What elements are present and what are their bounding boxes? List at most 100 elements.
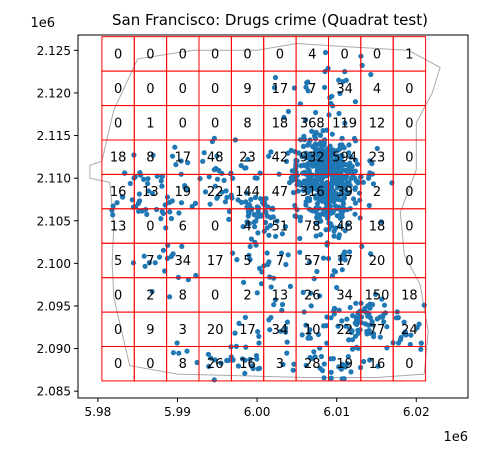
crime-point [313,109,319,116]
quadrat-count: 16 [239,357,256,372]
crime-point [158,178,164,184]
crime-point [318,232,324,238]
crime-point [336,110,342,117]
crime-point [254,290,260,296]
crime-point [159,183,165,189]
quadrat-count: 3 [179,323,187,338]
crime-point [315,162,321,168]
crime-point [252,175,258,181]
quadrat-count: 8 [146,151,154,166]
quadrat-count: 316 [300,185,325,200]
crime-point [230,175,236,181]
quadrat-count: 42 [272,151,289,166]
quadrat-count: 2 [373,185,381,200]
crime-point [342,228,348,234]
crime-point [154,206,160,213]
quadrat-count: 0 [114,323,122,338]
crime-point [345,181,351,187]
crime-point [378,219,384,225]
quadrat-count: 0 [211,47,219,62]
quadrat-count: 3 [276,357,284,372]
crime-point [342,120,348,126]
crime-point [248,236,254,242]
crime-point [314,142,321,148]
crime-point [289,168,295,174]
crime-point [239,356,246,362]
crime-point [357,327,363,333]
quadrat-count: 4 [243,220,251,235]
crime-point [335,153,341,159]
crime-point [352,157,358,163]
crime-point [254,356,260,362]
quadrat-count: 16 [369,357,386,372]
crime-point [214,176,221,182]
crime-point [389,180,395,186]
crime-point [110,212,116,218]
quadrat-count: 17 [239,323,256,338]
crime-point [322,49,329,56]
crime-point [300,143,307,149]
crime-point [294,182,300,188]
y-axis: 2.085 2.090 2.095 2.100 2.105 2.110 2.115 2.120… [37,44,78,399]
crime-point [266,259,272,265]
crime-point [224,194,230,200]
quadrat-count: 119 [332,116,357,131]
crime-point [213,165,219,172]
quadrat-count: 0 [114,82,122,97]
crime-point [377,334,383,340]
quadrat-count: 20 [207,323,224,338]
crime-point [345,354,351,360]
quadrat-count: 22 [336,323,353,338]
crime-point [268,284,274,290]
crime-point [313,193,319,199]
crime-point [329,273,336,279]
x-tick-label: 6.01 [323,405,350,419]
crime-point [339,376,345,382]
crime-point [316,148,322,154]
quadrat-count: 19 [175,185,192,200]
crime-point [223,188,229,194]
crime-point [267,274,273,280]
quadrat-count: 24 [401,323,418,338]
crime-point [408,332,414,338]
crime-point [329,93,335,99]
crime-point [253,242,259,248]
y-tick-label: 2.110 [37,172,71,186]
crime-point [314,176,320,183]
crime-point [321,361,327,367]
crime-point [360,179,366,185]
crime-point [197,176,203,182]
quadrat-count: 28 [304,357,321,372]
crime-point [263,209,269,215]
crime-point [234,257,240,263]
crime-point [357,197,363,203]
crime-point [279,231,285,237]
crime-point [337,142,343,148]
x-axis-offset-label: 1e6 [443,430,468,445]
crime-point [303,362,309,368]
crime-point [298,163,304,169]
crime-point [323,200,329,206]
crime-point [354,161,361,167]
quadrat-count: 0 [405,185,413,200]
quadrat-count: 4 [373,82,381,97]
crime-point [141,253,147,259]
crime-point [110,203,116,209]
crime-point [305,79,311,85]
quadrat-count: 0 [146,357,154,372]
crime-point [243,165,249,171]
crime-point [303,322,309,328]
crime-point [244,204,250,210]
crime-point [159,209,165,215]
crime-point [145,181,151,187]
crime-point [285,252,291,258]
crime-point [284,350,290,356]
quadrat-count: 0 [405,82,413,97]
quadrat-count: 0 [146,220,154,235]
crime-point [305,142,311,148]
y-tick-label: 2.095 [37,299,71,313]
crime-point [167,209,173,215]
crime-point [271,85,278,91]
crime-point [168,253,174,260]
crime-point [183,186,190,192]
